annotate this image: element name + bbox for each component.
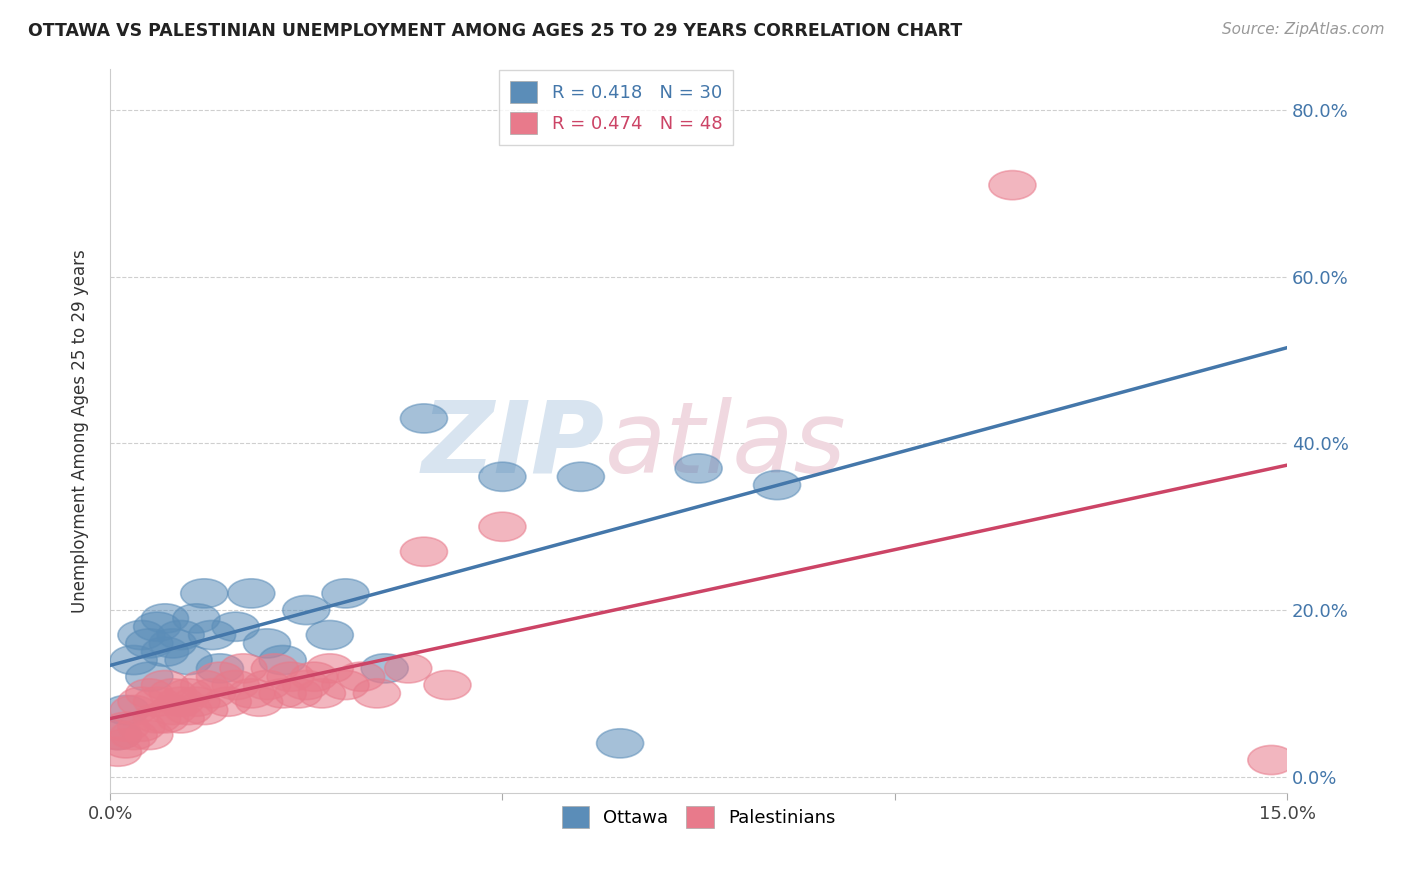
Ellipse shape — [118, 712, 165, 741]
Ellipse shape — [125, 721, 173, 749]
Ellipse shape — [307, 621, 353, 649]
Ellipse shape — [181, 671, 228, 699]
Ellipse shape — [118, 621, 165, 649]
Ellipse shape — [228, 579, 274, 608]
Ellipse shape — [298, 679, 346, 708]
Ellipse shape — [110, 721, 157, 749]
Ellipse shape — [125, 662, 173, 691]
Ellipse shape — [401, 404, 447, 433]
Ellipse shape — [173, 604, 219, 633]
Ellipse shape — [353, 679, 401, 708]
Ellipse shape — [259, 679, 307, 708]
Ellipse shape — [142, 704, 188, 733]
Ellipse shape — [274, 679, 322, 708]
Ellipse shape — [103, 712, 149, 741]
Ellipse shape — [401, 537, 447, 566]
Ellipse shape — [118, 687, 165, 716]
Ellipse shape — [754, 470, 800, 500]
Ellipse shape — [173, 687, 219, 716]
Ellipse shape — [557, 462, 605, 491]
Ellipse shape — [322, 671, 368, 699]
Ellipse shape — [337, 662, 385, 691]
Ellipse shape — [142, 604, 188, 633]
Ellipse shape — [283, 596, 330, 624]
Ellipse shape — [134, 612, 181, 641]
Ellipse shape — [149, 696, 197, 724]
Ellipse shape — [157, 704, 204, 733]
Ellipse shape — [228, 679, 274, 708]
Ellipse shape — [157, 621, 204, 649]
Text: OTTAWA VS PALESTINIAN UNEMPLOYMENT AMONG AGES 25 TO 29 YEARS CORRELATION CHART: OTTAWA VS PALESTINIAN UNEMPLOYMENT AMONG… — [28, 22, 962, 40]
Ellipse shape — [125, 629, 173, 658]
Ellipse shape — [675, 454, 723, 483]
Legend: Ottawa, Palestinians: Ottawa, Palestinians — [554, 798, 842, 835]
Ellipse shape — [219, 654, 267, 683]
Ellipse shape — [1249, 746, 1295, 774]
Ellipse shape — [110, 696, 157, 724]
Ellipse shape — [322, 579, 368, 608]
Ellipse shape — [149, 679, 197, 708]
Ellipse shape — [291, 662, 337, 691]
Ellipse shape — [142, 637, 188, 666]
Ellipse shape — [149, 629, 197, 658]
Ellipse shape — [204, 687, 252, 716]
Ellipse shape — [94, 721, 142, 749]
Ellipse shape — [165, 696, 212, 724]
Ellipse shape — [181, 579, 228, 608]
Ellipse shape — [110, 646, 157, 674]
Text: atlas: atlas — [605, 397, 846, 494]
Ellipse shape — [596, 729, 644, 758]
Ellipse shape — [142, 671, 188, 699]
Ellipse shape — [188, 621, 236, 649]
Ellipse shape — [94, 721, 142, 749]
Ellipse shape — [479, 512, 526, 541]
Ellipse shape — [94, 737, 142, 766]
Ellipse shape — [165, 679, 212, 708]
Text: ZIP: ZIP — [422, 397, 605, 494]
Y-axis label: Unemployment Among Ages 25 to 29 years: Unemployment Among Ages 25 to 29 years — [72, 249, 89, 613]
Ellipse shape — [479, 462, 526, 491]
Ellipse shape — [267, 662, 314, 691]
Text: Source: ZipAtlas.com: Source: ZipAtlas.com — [1222, 22, 1385, 37]
Ellipse shape — [212, 612, 259, 641]
Ellipse shape — [197, 654, 243, 683]
Ellipse shape — [425, 671, 471, 699]
Ellipse shape — [361, 654, 408, 683]
Ellipse shape — [212, 671, 259, 699]
Ellipse shape — [988, 170, 1036, 200]
Ellipse shape — [243, 671, 291, 699]
Ellipse shape — [243, 629, 291, 658]
Ellipse shape — [134, 687, 181, 716]
Ellipse shape — [103, 729, 149, 758]
Ellipse shape — [252, 654, 298, 683]
Ellipse shape — [157, 687, 204, 716]
Ellipse shape — [134, 704, 181, 733]
Ellipse shape — [197, 662, 243, 691]
Ellipse shape — [385, 654, 432, 683]
Ellipse shape — [165, 646, 212, 674]
Ellipse shape — [125, 679, 173, 708]
Ellipse shape — [103, 696, 149, 724]
Ellipse shape — [259, 646, 307, 674]
Ellipse shape — [188, 679, 236, 708]
Ellipse shape — [307, 654, 353, 683]
Ellipse shape — [181, 696, 228, 724]
Ellipse shape — [283, 671, 330, 699]
Ellipse shape — [236, 687, 283, 716]
